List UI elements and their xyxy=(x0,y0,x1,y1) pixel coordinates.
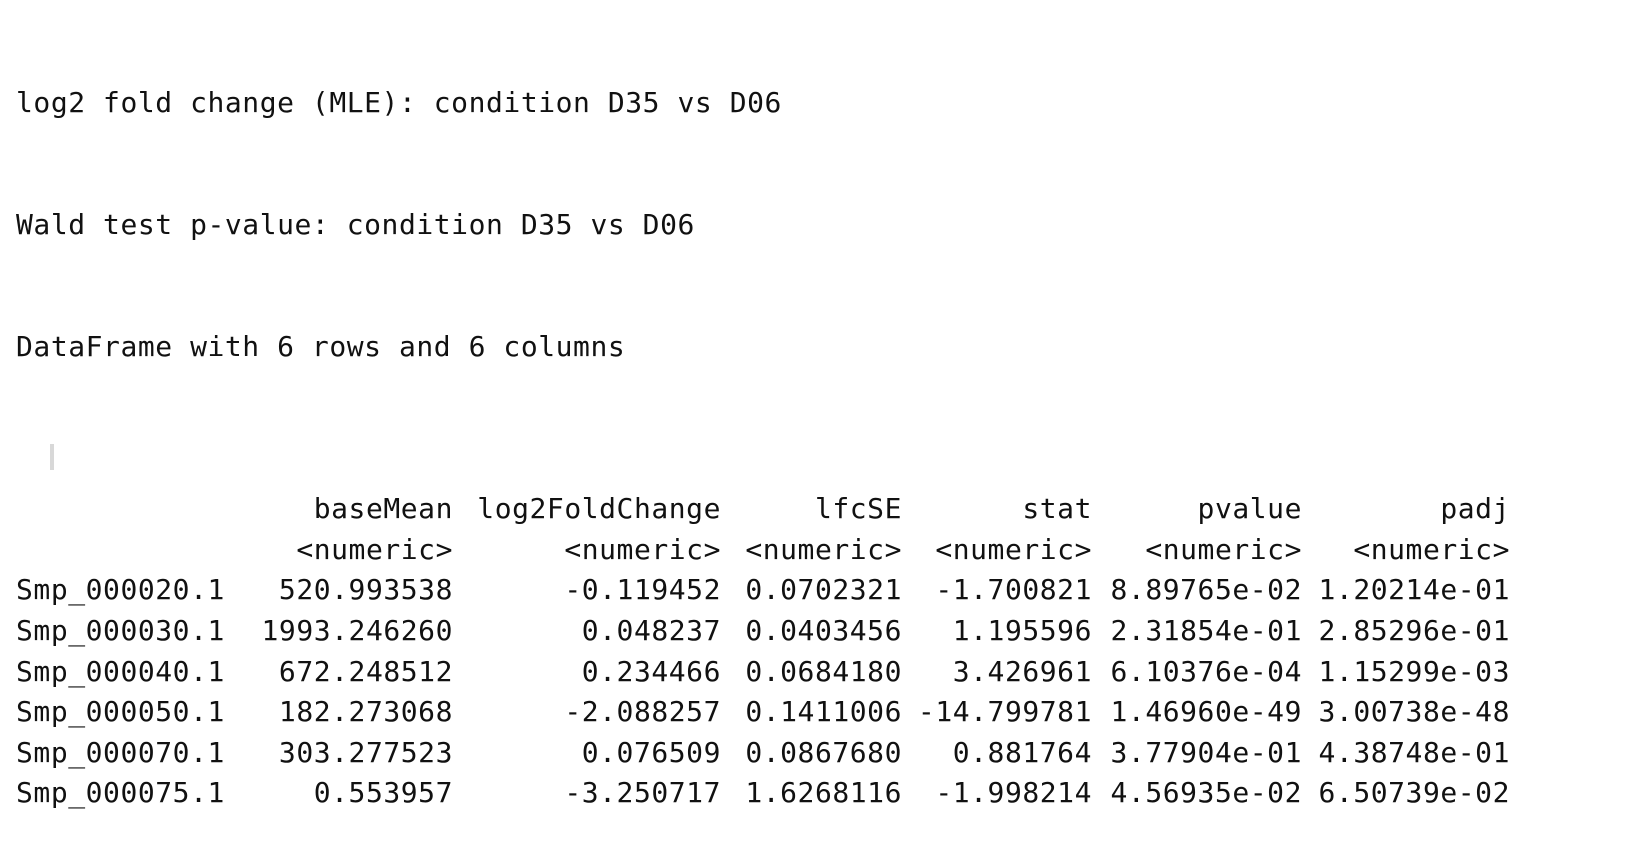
cell-log2FoldChange: -3.250717 xyxy=(564,776,721,810)
console-output: log2 fold change (MLE): condition D35 vs… xyxy=(16,2,1510,854)
column-header-baseMean: baseMean xyxy=(313,492,453,526)
row-gene-id: Smp_000050.1 xyxy=(16,695,225,729)
cell-stat: -1.700821 xyxy=(935,573,1092,607)
cell-log2FoldChange: 0.234466 xyxy=(581,654,721,688)
cell-pvalue: 2.31854e-01 xyxy=(1110,613,1302,647)
cell-lfcSE: 1.6268116 xyxy=(745,776,902,810)
cell-padj: 2.85296e-01 xyxy=(1318,613,1510,647)
column-type-lfcSE: <numeric> xyxy=(745,532,902,566)
column-type-row: <numeric> <numeric> <numeric> <numeric> … xyxy=(16,530,1510,571)
cell-lfcSE: 0.0684180 xyxy=(745,654,902,688)
results-header-lfc: log2 fold change (MLE): condition D35 vs… xyxy=(16,86,782,120)
cell-pvalue: 3.77904e-01 xyxy=(1110,735,1302,769)
column-header-pvalue: pvalue xyxy=(1197,492,1302,526)
cell-padj: 6.50739e-02 xyxy=(1318,776,1510,810)
column-header-row: baseMean log2FoldChange lfcSE stat pvalu… xyxy=(16,489,1510,530)
cell-baseMean: 303.277523 xyxy=(278,735,453,769)
row-gene-id: Smp_000020.1 xyxy=(16,573,225,607)
cell-baseMean: 520.993538 xyxy=(278,573,453,607)
column-type-padj: <numeric> xyxy=(1353,532,1510,566)
cell-pvalue: 1.46960e-49 xyxy=(1110,695,1302,729)
cell-stat: 3.426961 xyxy=(952,654,1092,688)
table-row: Smp_000050.1 182.273068 -2.088257 0.1411… xyxy=(16,692,1510,733)
row-gene-id: Smp_000030.1 xyxy=(16,613,225,647)
cell-padj: 1.20214e-01 xyxy=(1318,573,1510,607)
column-header-lfcSE: lfcSE xyxy=(814,492,902,526)
cell-padj: 4.38748e-01 xyxy=(1318,735,1510,769)
row-gene-id: Smp_000070.1 xyxy=(16,735,225,769)
cell-pvalue: 6.10376e-04 xyxy=(1110,654,1302,688)
cell-baseMean: 1993.246260 xyxy=(261,613,453,647)
cell-pvalue: 8.89765e-02 xyxy=(1110,573,1302,607)
column-header-stat: stat xyxy=(1022,492,1092,526)
cell-lfcSE: 0.0867680 xyxy=(745,735,902,769)
dataframe-summary: DataFrame with 6 rows and 6 columns xyxy=(16,329,626,363)
row-name-header xyxy=(16,489,236,530)
row-gene-id: Smp_000040.1 xyxy=(16,654,225,688)
column-type-baseMean: <numeric> xyxy=(296,532,453,566)
cell-lfcSE: 0.0403456 xyxy=(745,613,902,647)
cell-padj: 3.00738e-48 xyxy=(1318,695,1510,729)
results-table: baseMean log2FoldChange lfcSE stat pvalu… xyxy=(16,489,1510,814)
cell-log2FoldChange: -2.088257 xyxy=(564,695,721,729)
column-header-log2FoldChange: log2FoldChange xyxy=(477,492,721,526)
cell-log2FoldChange: -0.119452 xyxy=(564,573,721,607)
text-cursor xyxy=(50,444,54,470)
table-row: Smp_000020.1 520.993538 -0.119452 0.0702… xyxy=(16,570,1510,611)
cell-pvalue: 4.56935e-02 xyxy=(1110,776,1302,810)
column-header-padj: padj xyxy=(1440,492,1510,526)
column-type-log2FoldChange: <numeric> xyxy=(564,532,721,566)
column-type-pvalue: <numeric> xyxy=(1145,532,1302,566)
results-header-test: Wald test p-value: condition D35 vs D06 xyxy=(16,207,695,241)
cell-stat: -14.799781 xyxy=(917,695,1092,729)
cell-log2FoldChange: 0.048237 xyxy=(581,613,721,647)
cell-stat: -1.998214 xyxy=(935,776,1092,810)
column-type-stat: <numeric> xyxy=(935,532,1092,566)
cell-log2FoldChange: 0.076509 xyxy=(581,735,721,769)
table-row: Smp_000070.1 303.277523 0.076509 0.08676… xyxy=(16,733,1510,774)
table-row: Smp_000030.1 1993.246260 0.048237 0.0403… xyxy=(16,611,1510,652)
cell-lfcSE: 0.0702321 xyxy=(745,573,902,607)
row-name-type xyxy=(16,530,236,571)
cell-baseMean: 0.553957 xyxy=(313,776,453,810)
table-row: Smp_000075.1 0.553957 -3.250717 1.626811… xyxy=(16,773,1510,814)
row-gene-id: Smp_000075.1 xyxy=(16,776,225,810)
cell-stat: 0.881764 xyxy=(952,735,1092,769)
cell-baseMean: 182.273068 xyxy=(278,695,453,729)
cell-lfcSE: 0.1411006 xyxy=(745,695,902,729)
table-row: Smp_000040.1 672.248512 0.234466 0.06841… xyxy=(16,652,1510,693)
cell-padj: 1.15299e-03 xyxy=(1318,654,1510,688)
cell-stat: 1.195596 xyxy=(952,613,1092,647)
cell-baseMean: 672.248512 xyxy=(278,654,453,688)
